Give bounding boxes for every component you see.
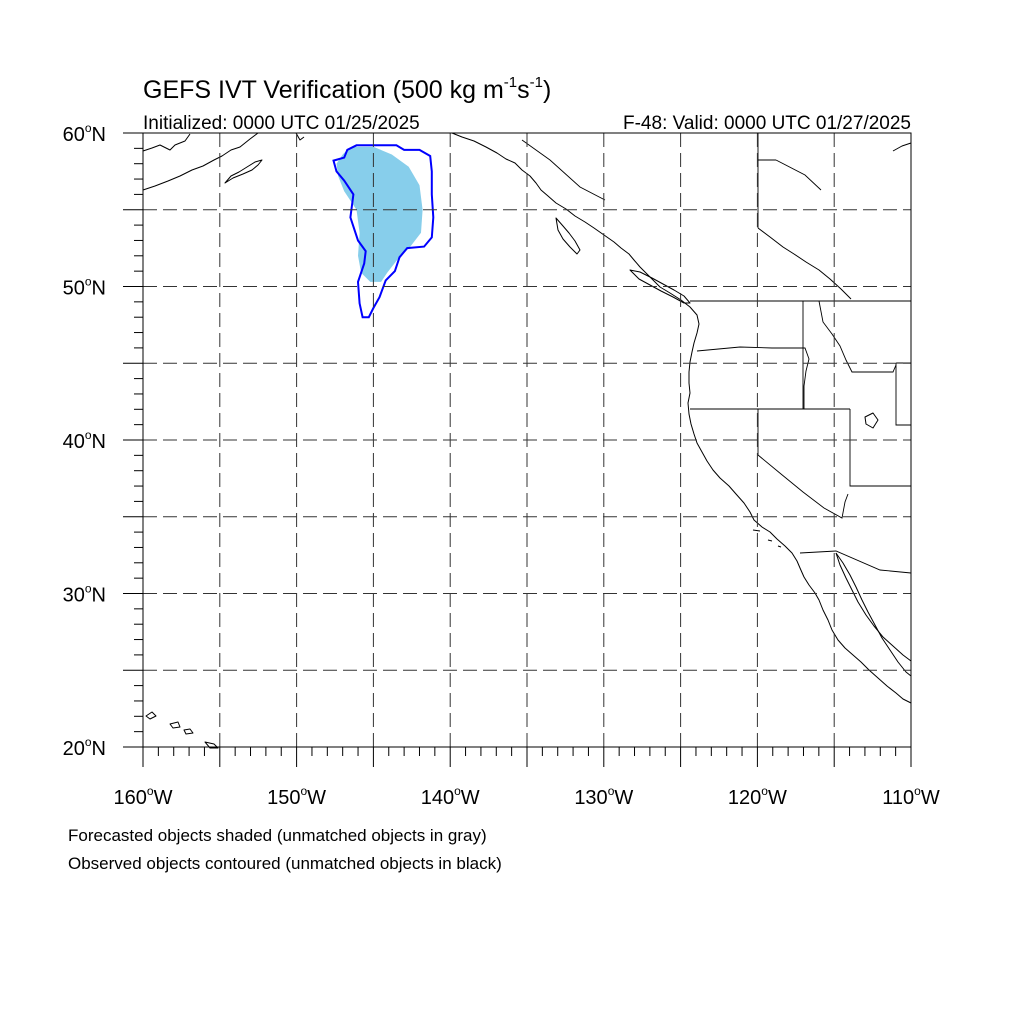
footnote-observed: Observed objects contoured (unmatched ob…: [68, 854, 502, 873]
coastline-vancouver-island: [629, 269, 691, 304]
coastline-alaska-peninsula: [142, 132, 265, 191]
coastline-kodiak: [224, 159, 263, 184]
border-yukon: [521, 139, 606, 201]
coastline-hawaii-3: [183, 728, 194, 735]
lat-tick-label: 30oN: [63, 582, 106, 607]
coastline-hudson: [892, 142, 912, 152]
map-area: [123, 132, 912, 767]
coastline-baja: [835, 552, 912, 677]
lat-tick-label: 50oN: [63, 275, 106, 300]
coastline-gulf-alaska: [451, 132, 912, 704]
lon-tick-label: 120oW: [728, 784, 787, 809]
map-title: GEFS IVT Verification (500 kg m-1s-1): [143, 74, 551, 104]
valid-label: F-48: Valid: 0000 UTC 01/27/2025: [623, 113, 911, 134]
lat-tick-label: 20oN: [63, 735, 106, 760]
lon-tick-label: 140oW: [421, 784, 480, 809]
border-washington-oregon: [696, 346, 810, 409]
coastline-layer: [142, 132, 912, 749]
forecast-object: [336, 146, 423, 282]
lon-tick-label: 130oW: [574, 784, 633, 809]
border-canada-provinces: [758, 159, 822, 191]
initialized-label: Initialized: 0000 UTC 01/25/2025: [143, 113, 420, 134]
footnote-forecast: Forecasted objects shaded (unmatched obj…: [68, 826, 487, 845]
coastline-great-salt-lake: [864, 412, 879, 429]
border-wyoming: [895, 362, 911, 426]
coastline-hawaii-1: [145, 711, 157, 720]
coastline-canada-inland: [757, 227, 852, 300]
coastline-cook-inlet: [295, 132, 305, 141]
gridlines: [143, 133, 911, 747]
coastline-haida-gwaii: [555, 217, 581, 255]
border-us-mexico: [799, 550, 912, 574]
border-idaho-montana: [818, 300, 897, 373]
border-layer: [521, 133, 912, 574]
lat-tick-label: 40oN: [63, 428, 106, 453]
coastline-alaska: [142, 133, 191, 152]
coastline-hawaii-4: [204, 741, 219, 749]
lon-tick-label: 160oW: [114, 784, 173, 809]
axis-ticks: [123, 132, 912, 767]
latitude-labels: 60oN 50oN 40oN 30oN 20oN: [63, 121, 106, 760]
coastline-gulf-california: [835, 552, 912, 662]
coastline-channel-islands: [752, 529, 782, 548]
longitude-labels: 160oW 150oW 140oW 130oW 120oW 110oW: [114, 784, 940, 809]
lon-tick-label: 150oW: [267, 784, 326, 809]
lon-tick-label: 110oW: [882, 784, 940, 809]
border-nevada-utah: [849, 409, 911, 487]
lat-tick-label: 60oN: [63, 121, 106, 146]
observed-object-contour: [332, 144, 435, 319]
border-california-nevada: [757, 409, 849, 519]
coastline-hawaii-2: [169, 721, 181, 729]
